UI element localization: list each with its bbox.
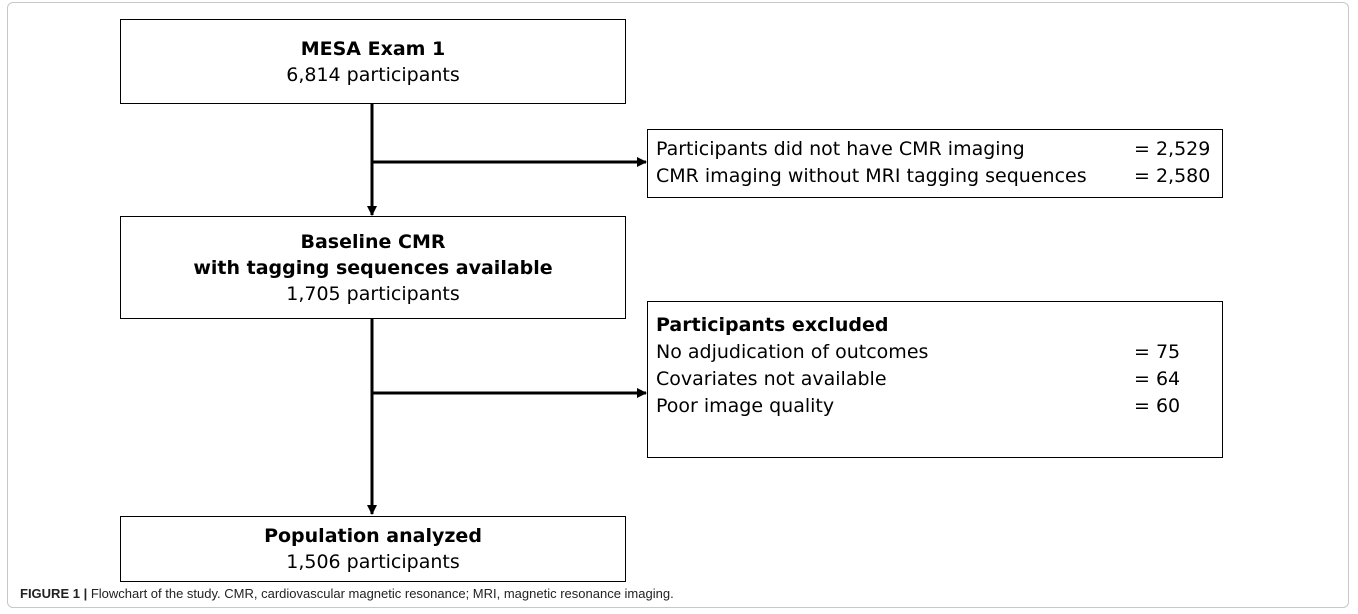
- exclusion-row: Covariates not available = 64: [656, 366, 1222, 393]
- box-count: 1,705 participants: [286, 282, 460, 305]
- caption-label: FIGURE 1 |: [20, 586, 88, 601]
- exclusion-value: = 64: [1134, 368, 1181, 390]
- exclusion-row: CMR imaging without MRI tagging sequence…: [656, 163, 1222, 190]
- flow-box: MESA Exam 1 6,814 participants: [120, 19, 626, 104]
- exclusion-label: No adjudication of outcomes: [656, 341, 929, 363]
- exclusion-row: Participants did not have CMR imaging = 2…: [656, 136, 1222, 163]
- box-title: MESA Exam 1: [300, 37, 446, 60]
- caption: FIGURE 1 | Flowchart of the study. CMR, …: [20, 586, 674, 601]
- caption-text: Flowchart of the study. CMR, cardiovascu…: [90, 586, 674, 601]
- flow-box: Population analyzed 1,506 participants: [120, 516, 626, 582]
- exclusion-value: = 75: [1134, 341, 1181, 363]
- exclusion-row: No adjudication of outcomes = 75: [656, 339, 1222, 366]
- exclusion-label: Participants did not have CMR imaging: [656, 138, 1025, 160]
- flow-box: Baseline CMR with tagging sequences avai…: [120, 216, 626, 319]
- box-title: with tagging sequences available: [193, 256, 553, 279]
- exclusion-value: = 2,529: [1134, 138, 1211, 160]
- exclusion-label: Poor image quality: [656, 395, 835, 417]
- exclusion-box: Participants excluded No adjudication of…: [647, 301, 1223, 458]
- box-title: Baseline CMR: [300, 230, 446, 253]
- exclusion-title: Participants excluded: [656, 314, 889, 336]
- exclusion-box: Participants did not have CMR imaging = 2…: [647, 129, 1223, 198]
- exclusion-label: Covariates not available: [656, 368, 887, 390]
- exclusion-row: Poor image quality = 60: [656, 393, 1222, 420]
- box-count: 6,814 participants: [286, 63, 460, 86]
- exclusion-value: = 60: [1134, 395, 1181, 417]
- exclusion-label: CMR imaging without MRI tagging sequence…: [656, 165, 1087, 187]
- box-title: Population analyzed: [264, 525, 482, 547]
- box-count: 1,506 participants: [286, 551, 460, 573]
- exclusion-value: = 2,580: [1134, 165, 1211, 187]
- figure-frame: [7, 2, 1349, 608]
